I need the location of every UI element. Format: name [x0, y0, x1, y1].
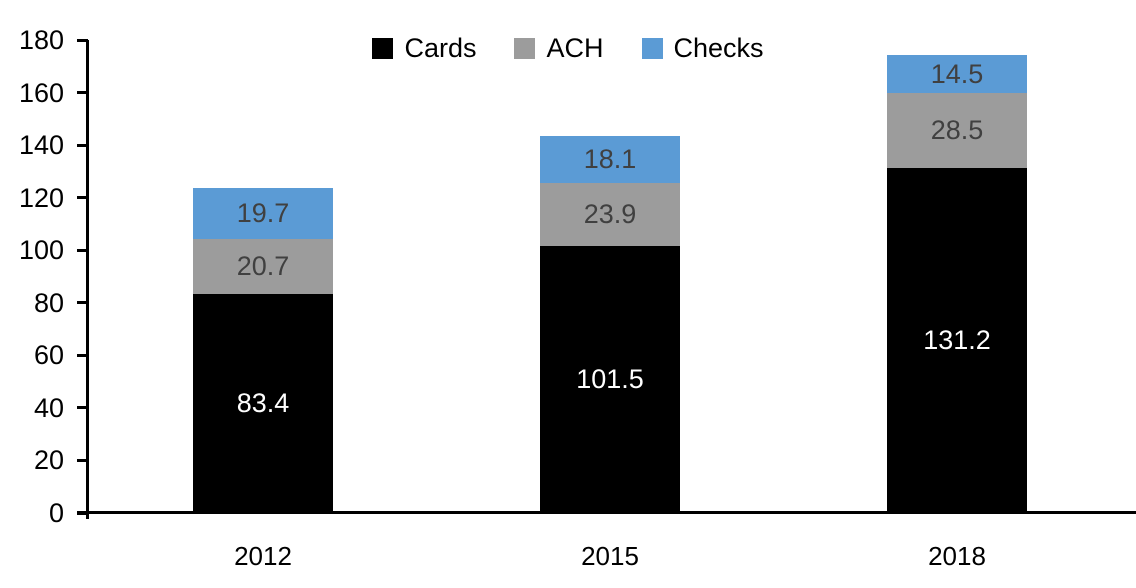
legend-label-ach: ACH	[546, 32, 604, 63]
bar-segment-checks-2018: 14.5	[887, 55, 1027, 94]
y-tick-100	[77, 248, 88, 252]
bar-segment-checks-2012: 19.7	[193, 187, 333, 240]
bar-label-checks-2018: 14.5	[930, 58, 984, 89]
legend-item-cards: Cards	[372, 32, 477, 63]
legend-item-checks: Checks	[641, 32, 764, 63]
y-tick-180	[77, 38, 88, 42]
bar-label-ach-2018: 28.5	[930, 115, 984, 146]
bar-segment-ach-2015: 23.9	[540, 183, 680, 247]
x-tick-label-2015: 2015	[581, 541, 639, 571]
y-tick-20	[77, 458, 88, 462]
y-tick-label-160: 160	[18, 77, 64, 108]
bar-segment-ach-2018: 28.5	[887, 93, 1027, 169]
y-tick-label-120: 120	[18, 182, 64, 213]
bar-label-checks-2015: 18.1	[583, 144, 637, 175]
y-tick-label-20: 20	[33, 445, 64, 476]
y-tick-160	[77, 91, 88, 95]
y-tick-80	[77, 301, 88, 305]
bar-segment-cards-2015: 101.5	[540, 246, 680, 513]
bar-label-ach-2015: 23.9	[583, 199, 637, 230]
y-tick-40	[77, 406, 88, 410]
y-tick-label-100: 100	[18, 235, 64, 266]
y-axis-line	[86, 40, 89, 519]
y-tick-label-60: 60	[33, 340, 64, 371]
bar-label-checks-2012: 19.7	[236, 198, 290, 229]
y-tick-label-180: 180	[18, 25, 64, 55]
y-tick-label-140: 140	[18, 130, 64, 161]
legend-marker-cards	[372, 37, 394, 59]
bar-segment-cards-2018: 131.2	[887, 168, 1027, 513]
chart-legend: Cards ACH Checks	[0, 32, 1136, 64]
y-tick-0	[77, 511, 88, 515]
y-tick-label-40: 40	[33, 392, 64, 423]
bar-label-ach-2012: 20.7	[236, 251, 290, 282]
legend-marker-ach	[514, 37, 536, 59]
legend-marker-checks	[641, 37, 663, 59]
y-tick-60	[77, 353, 88, 357]
x-tick-label-2012: 2012	[234, 541, 292, 571]
legend-label-checks: Checks	[673, 32, 764, 63]
legend-item-ach: ACH	[514, 32, 604, 63]
bar-segment-checks-2015: 18.1	[540, 135, 680, 184]
y-tick-120	[77, 196, 88, 200]
y-tick-140	[77, 143, 88, 147]
bar-label-cards-2012: 83.4	[236, 387, 290, 418]
legend-label-cards: Cards	[404, 32, 477, 63]
y-tick-label-0: 0	[48, 498, 64, 528]
x-tick-label-2018: 2018	[928, 541, 986, 571]
bar-label-cards-2015: 101.5	[576, 364, 644, 395]
bar-segment-ach-2012: 20.7	[193, 239, 333, 294]
y-tick-label-80: 80	[33, 287, 64, 318]
bar-segment-cards-2012: 83.4	[193, 293, 333, 513]
bar-label-cards-2018: 131.2	[923, 325, 991, 356]
